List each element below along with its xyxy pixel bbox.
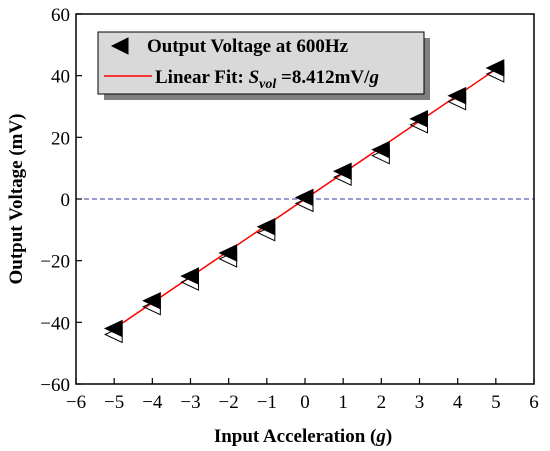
data-point-filled-marker (485, 59, 505, 77)
x-axis-title: Input Acceleration (g) (214, 426, 392, 447)
data-point (103, 319, 123, 344)
x-tick-label: −3 (180, 392, 200, 413)
data-point (447, 86, 467, 111)
data-point (332, 162, 352, 187)
data-point-filled-marker (409, 110, 428, 128)
y-tick-label: −40 (40, 313, 70, 334)
y-axis-title: Output Voltage (mV) (6, 113, 27, 284)
x-tick-label: −4 (142, 392, 163, 413)
legend-fit-unit: g (368, 67, 379, 88)
data-point (409, 110, 428, 134)
legend-fit-subscript: vol (259, 77, 276, 92)
data-point-filled-marker (371, 140, 390, 159)
data-point (371, 140, 390, 165)
x-tick-label: −5 (104, 392, 124, 413)
data-point-filled-marker (142, 291, 161, 310)
data-point-filled-marker (218, 244, 238, 262)
y-tick-label: 40 (51, 67, 70, 88)
data-point (294, 188, 314, 213)
data-point-filled-marker (332, 162, 352, 181)
data-point (256, 217, 276, 242)
tick-layer: −6 −5 −4 −3 −2 −1 0 1 2 3 4 5 6 −60 −40 −20 0 20 40 60 (40, 5, 538, 413)
legend-box (97, 31, 425, 95)
x-tick-label: −2 (219, 392, 239, 413)
data-point (218, 244, 238, 268)
x-tick-label: 5 (491, 392, 501, 413)
data-point (180, 267, 199, 291)
marker-layer (103, 59, 505, 344)
legend-fit-value: =8.412mV/ (276, 67, 370, 88)
y-tick-label: −60 (40, 375, 70, 396)
x-tick-label: 2 (377, 392, 387, 413)
legend-fit-symbol: S (249, 67, 260, 88)
data-point (485, 59, 505, 83)
x-tick-label: 3 (415, 392, 425, 413)
x-axis-title-text: Input Acceleration (214, 426, 366, 447)
y-tick-label: 60 (51, 5, 70, 26)
x-tick-label: 4 (453, 392, 463, 413)
y-tick-label: −20 (40, 252, 70, 273)
data-point-filled-marker (103, 319, 123, 338)
x-tick-label: −6 (66, 392, 86, 413)
y-tick-label: 20 (51, 128, 70, 149)
legend-marker-icon (110, 37, 129, 55)
x-tick-label: 0 (300, 392, 310, 413)
legend-fit-label: Linear Fit: Svol =8.412mV/g (155, 67, 379, 92)
data-point-filled-marker (180, 267, 199, 285)
legend: Output Voltage at 600Hz Linear Fit: Svol… (97, 31, 430, 100)
y-tick-label: 0 (61, 190, 71, 211)
data-point-filled-marker (447, 86, 467, 105)
data-point-filled-marker (294, 188, 314, 207)
x-tick-label: 6 (529, 392, 539, 413)
x-tick-label: 1 (338, 392, 348, 413)
data-point (142, 291, 161, 316)
x-axis-unit: g (375, 426, 386, 447)
legend-fit-prefix: Linear Fit: (155, 67, 249, 88)
legend-scatter-label: Output Voltage at 600Hz (147, 36, 349, 57)
x-axis-unit-close: ) (386, 426, 392, 447)
x-axis-unit-open: ( (365, 426, 376, 447)
data-point-filled-marker (256, 217, 276, 236)
x-tick-label: −1 (257, 392, 277, 413)
